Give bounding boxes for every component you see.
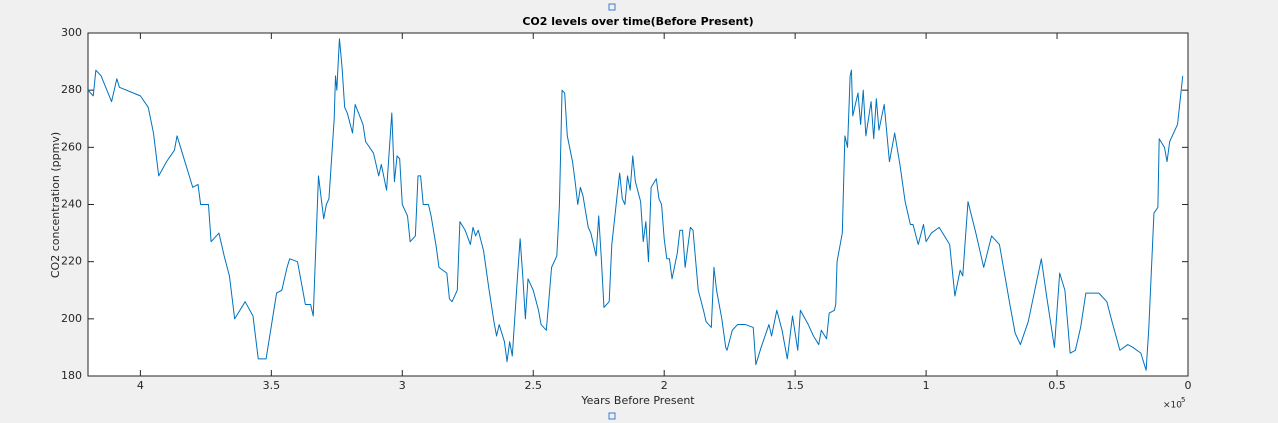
chart-title: CO2 levels over time(Before Present) xyxy=(522,15,753,28)
y-tick-label: 220 xyxy=(61,255,82,268)
y-tick-label: 240 xyxy=(61,198,82,211)
x-tick-label: 2.5 xyxy=(524,379,542,392)
x-tick-label: 4 xyxy=(137,379,144,392)
y-axis-label: CO2 concentration (ppmv) xyxy=(49,132,62,278)
y-tick-label: 180 xyxy=(61,369,82,382)
selection-handle[interactable] xyxy=(608,3,616,11)
data-line xyxy=(87,38,1184,371)
x-tick-label: 3 xyxy=(399,379,406,392)
x-tick-label: 2 xyxy=(661,379,668,392)
y-tick-label: 280 xyxy=(61,83,82,96)
selection-handle[interactable] xyxy=(608,412,616,420)
y-tick-label: 260 xyxy=(61,140,82,153)
x-tick-label: 1 xyxy=(923,379,930,392)
x-multiplier: ×10 xyxy=(1163,401,1182,411)
x-tick-label: 3.5 xyxy=(263,379,281,392)
x-axis-label: Years Before Present xyxy=(580,394,695,407)
x-tick-label: 0.5 xyxy=(1048,379,1066,392)
x-tick-label: 0 xyxy=(1185,379,1192,392)
y-tick-label: 300 xyxy=(61,26,82,39)
y-tick-label: 200 xyxy=(61,312,82,325)
axes-box xyxy=(87,32,1189,377)
x-multiplier-exponent: 5 xyxy=(1181,396,1185,404)
x-tick-label: 1.5 xyxy=(786,379,804,392)
